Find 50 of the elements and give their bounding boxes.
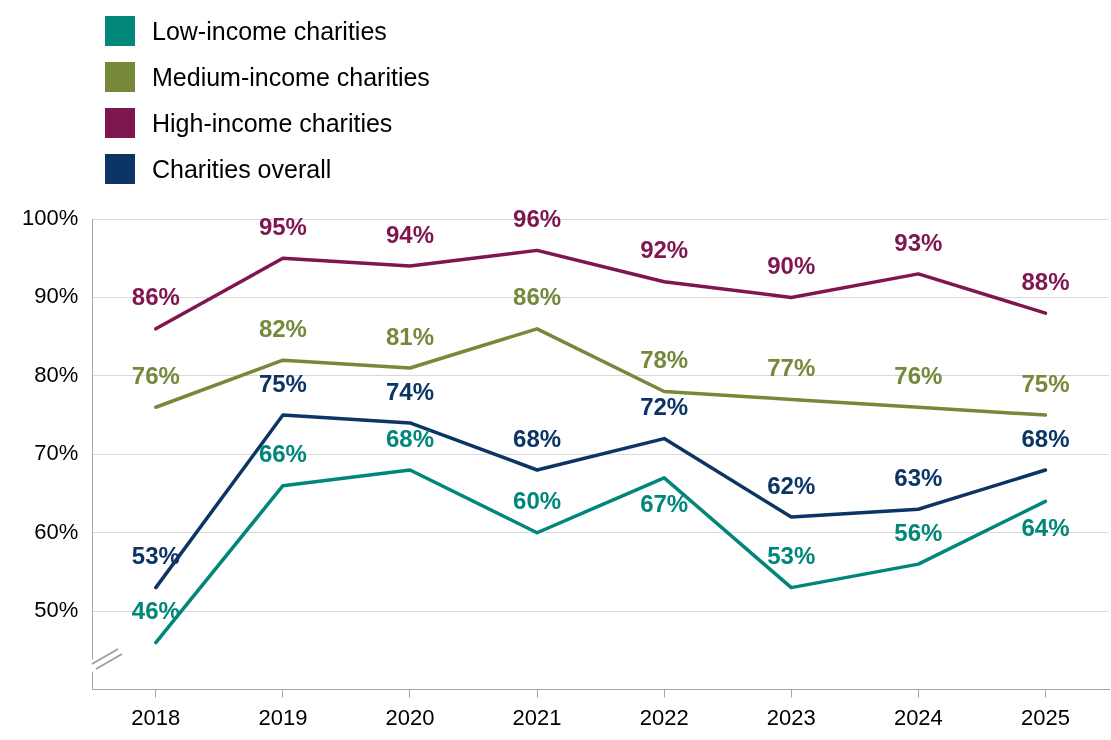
data-label: 53%: [131, 542, 180, 570]
data-label: 77%: [767, 354, 816, 382]
data-label: 60%: [513, 487, 562, 515]
legend-label: Medium-income charities: [152, 62, 430, 92]
data-label: 96%: [513, 205, 562, 232]
data-label: 76%: [894, 361, 943, 389]
data-label: 74%: [385, 377, 435, 405]
y-tick-label: 50%: [34, 597, 79, 623]
data-label: 63%: [894, 463, 943, 491]
data-label: 62%: [767, 471, 816, 499]
x-tick-label: 2021: [512, 704, 562, 730]
x-tick-label: 2018: [131, 704, 181, 730]
data-label: 75%: [258, 369, 307, 397]
legend-label: Charities overall: [152, 154, 332, 184]
data-label: 53%: [767, 542, 816, 570]
data-label: 95%: [258, 212, 307, 240]
data-label: 88%: [1021, 267, 1070, 295]
data-label: 82%: [258, 314, 307, 342]
x-tick-label: 2025: [1020, 704, 1070, 730]
data-label: 86%: [131, 283, 180, 311]
y-tick-label: 80%: [34, 361, 79, 387]
y-tick-label: 100%: [21, 205, 79, 231]
data-label: 64%: [1021, 513, 1070, 541]
data-label: 46%: [131, 597, 180, 625]
data-label: 72%: [640, 393, 689, 421]
x-tick-label: 2024: [893, 704, 943, 730]
data-label: 68%: [385, 424, 435, 452]
data-label: 90%: [767, 252, 816, 280]
data-label: 78%: [640, 346, 689, 374]
data-label: 92%: [640, 236, 689, 264]
data-label: 66%: [258, 440, 307, 468]
data-label: 68%: [513, 424, 562, 452]
y-tick-label: 70%: [34, 440, 79, 466]
y-tick-label: 60%: [34, 518, 79, 544]
data-label: 75%: [1021, 369, 1070, 397]
x-tick-label: 2020: [385, 704, 435, 730]
x-tick-label: 2023: [766, 704, 816, 730]
x-tick-label: 2019: [258, 704, 308, 730]
y-tick-label: 90%: [34, 283, 79, 309]
data-label: 56%: [894, 518, 943, 546]
data-label: 94%: [385, 220, 435, 248]
data-label: 81%: [385, 322, 435, 350]
legend-label: High-income charities: [152, 108, 393, 138]
data-label: 93%: [894, 228, 943, 256]
data-label: 86%: [513, 283, 562, 311]
data-label: 76%: [131, 361, 180, 389]
data-label: 68%: [1021, 424, 1070, 452]
data-label: 67%: [640, 490, 689, 518]
x-tick-label: 2022: [639, 704, 689, 730]
legend-label: Low-income charities: [152, 16, 387, 46]
